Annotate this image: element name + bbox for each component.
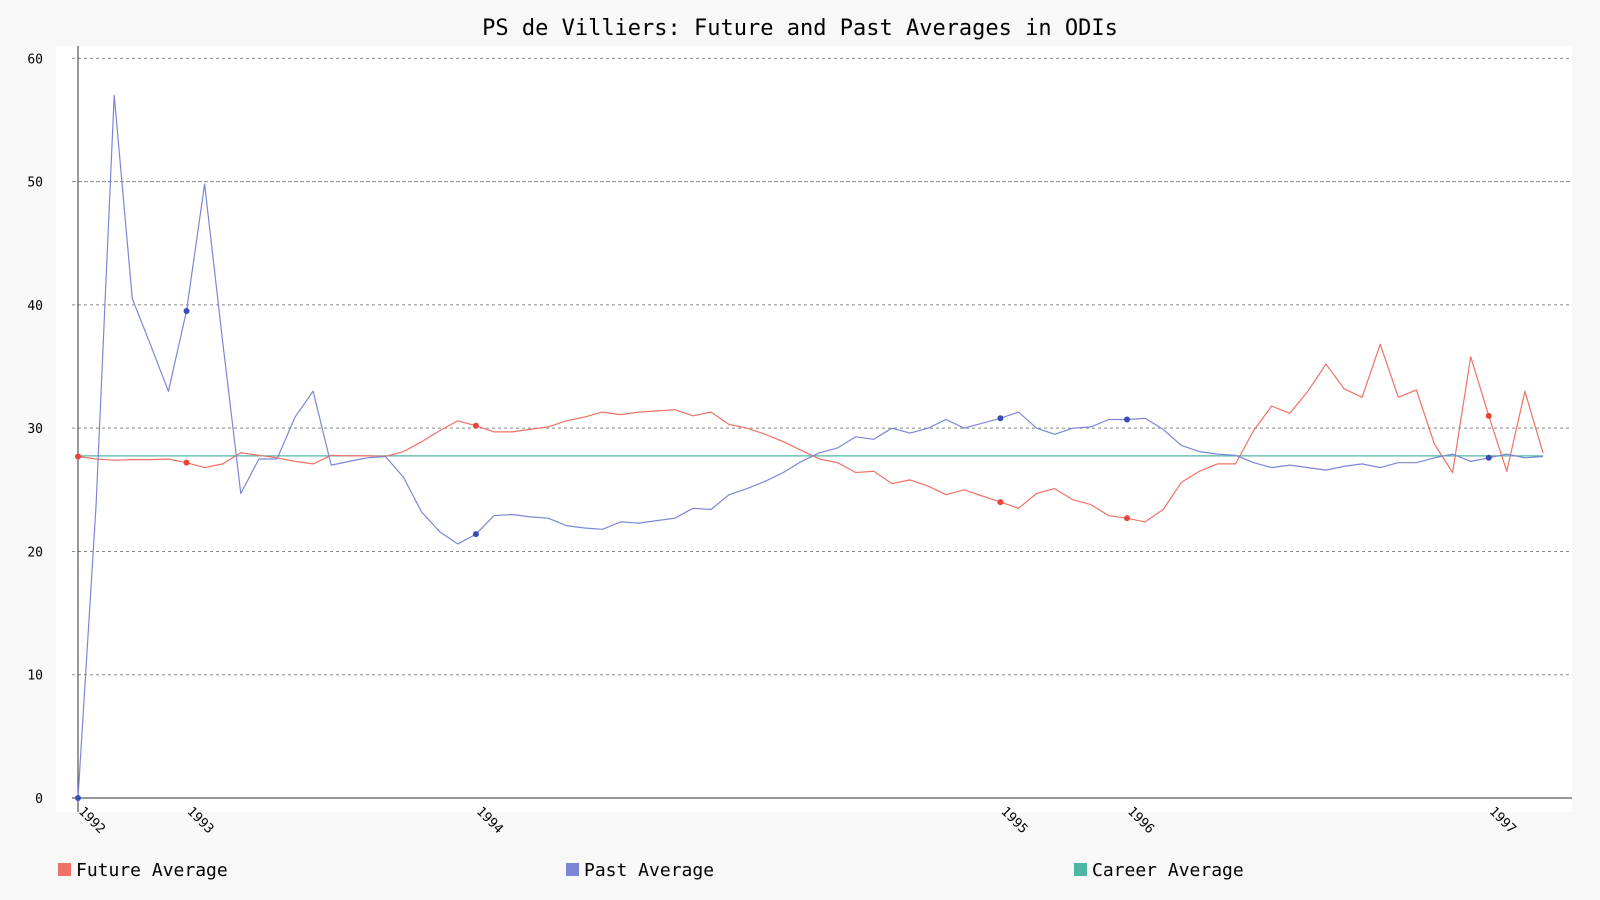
y-tick-label: 10 (27, 669, 43, 684)
series-lines (77, 94, 1544, 799)
legend-item-career-average[interactable]: Career Average (1074, 860, 1244, 881)
data-point-marker[interactable] (183, 459, 190, 466)
y-tick-label: 30 (27, 422, 43, 437)
legend: Future Average Past Average Career Average (58, 860, 1244, 881)
data-point-marker[interactable] (1485, 454, 1492, 461)
y-tick-label: 0 (35, 792, 43, 807)
data-point-marker[interactable] (183, 308, 190, 315)
series-line-past-average (77, 94, 1544, 799)
grid-lines: 0 10 20 30 40 50 60 (27, 52, 1572, 807)
legend-item-future-average[interactable]: Future Average (58, 860, 228, 881)
y-tick-label: 60 (27, 52, 43, 67)
data-point-marker[interactable] (75, 795, 81, 801)
data-point-marker[interactable] (1485, 412, 1492, 419)
legend-label: Past Average (584, 860, 714, 881)
legend-swatch (566, 863, 579, 876)
series-line-future-average (77, 343, 1544, 523)
y-tick-label: 50 (27, 176, 43, 191)
legend-swatch (58, 863, 71, 876)
data-point-marker[interactable] (472, 422, 479, 429)
legend-label: Career Average (1092, 860, 1244, 881)
data-point-marker[interactable] (997, 499, 1004, 506)
data-point-marker[interactable] (472, 531, 479, 538)
y-tick-label: 20 (27, 545, 43, 560)
axes (72, 46, 1572, 812)
legend-item-past-average[interactable]: Past Average (566, 860, 714, 881)
data-point-marker[interactable] (1124, 515, 1131, 522)
data-point-marker[interactable] (75, 453, 81, 460)
series-markers (75, 308, 1492, 801)
y-tick-label: 40 (27, 299, 43, 314)
legend-swatch (1074, 863, 1087, 876)
plot-area (56, 46, 1572, 812)
legend-label: Future Average (76, 860, 228, 881)
chart-title: PS de Villiers: Future and Past Averages… (482, 16, 1118, 41)
data-point-marker[interactable] (1124, 416, 1131, 423)
data-point-marker[interactable] (997, 415, 1004, 422)
